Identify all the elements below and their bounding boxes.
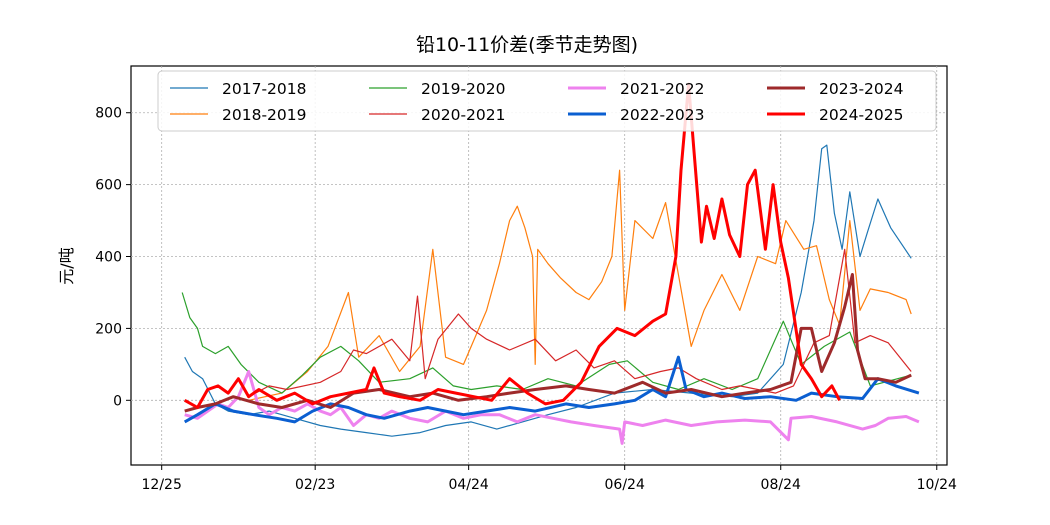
- series-line-2023-2024: [184, 273, 912, 413]
- legend-label: 2020-2021: [421, 106, 506, 124]
- series-line-2017-2018: [184, 144, 912, 437]
- legend-label: 2024-2025: [819, 106, 904, 124]
- x-tick-label: 02/23: [295, 477, 335, 493]
- y-tick-label: 600: [95, 178, 122, 194]
- y-tick-label: 200: [95, 321, 122, 337]
- x-tick-label: 04/24: [448, 477, 488, 493]
- x-tick-label: 10/24: [917, 477, 957, 493]
- x-tick-label: 06/24: [605, 477, 645, 493]
- y-tick-label: 400: [95, 250, 122, 266]
- series-layer: [181, 82, 920, 445]
- y-axis-title: 元/吨: [57, 247, 76, 284]
- axes: 12/25 02/23 04/24 06/24 08/24 10/24 0 200 400 600…: [95, 106, 957, 493]
- series-line-2024-2025: [183, 82, 841, 409]
- y-tick-label: 0: [113, 393, 122, 409]
- series-line-2021-2022: [184, 370, 920, 445]
- series-line-2019-2020: [181, 292, 912, 394]
- legend: 2017-2018 2018-2019 2019-2020 2020-2021 2021…: [157, 70, 937, 132]
- legend-label: 2018-2019: [222, 106, 307, 124]
- legend-box: [157, 70, 937, 132]
- legend-label: 2019-2020: [421, 80, 506, 98]
- chart-title: 铅10-11价差(季节走势图): [416, 34, 638, 56]
- legend-label: 2017-2018: [222, 80, 307, 98]
- series-line-2018-2019: [248, 169, 912, 401]
- series-line-2020-2021: [248, 248, 912, 398]
- legend-label: 2022-2023: [620, 106, 705, 124]
- plot-area: [130, 65, 948, 466]
- x-tick-label: 12/25: [142, 477, 182, 493]
- legend-label: 2023-2024: [819, 80, 904, 98]
- y-tick-label: 800: [95, 106, 122, 122]
- legend-label: 2021-2022: [620, 80, 705, 98]
- x-tick-label: 08/24: [761, 477, 801, 493]
- series-line-2022-2023: [183, 355, 920, 424]
